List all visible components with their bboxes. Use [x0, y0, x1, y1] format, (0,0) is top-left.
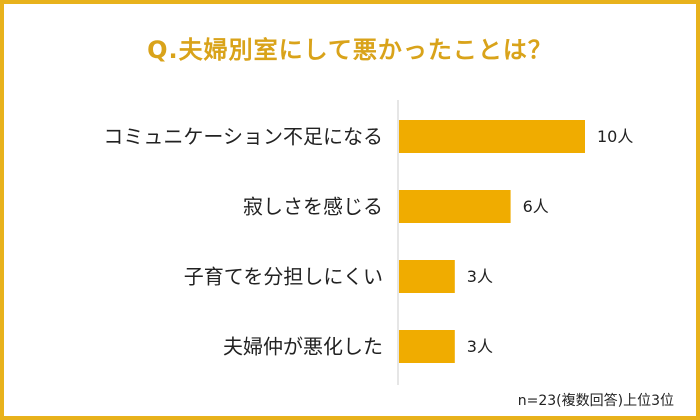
- chart-title: Q.夫婦別室にして悪かったことは？: [147, 36, 553, 64]
- value-label: 3人: [467, 337, 493, 356]
- category-label: 子育てを分担しにくい: [184, 265, 383, 289]
- sample-note: n=23(複数回答)上位3位: [517, 393, 674, 409]
- value-label: 10人: [597, 127, 633, 146]
- category-label: 夫婦仲が悪化した: [223, 335, 383, 359]
- category-label: 寂しさを感じる: [243, 195, 383, 219]
- value-label: 6人: [523, 197, 549, 216]
- bar: [399, 260, 455, 293]
- bar: [399, 190, 511, 223]
- bar: [399, 330, 455, 363]
- bar: [399, 120, 585, 153]
- value-label: 3人: [467, 267, 493, 286]
- category-label: コミュニケーション不足になる: [103, 125, 383, 149]
